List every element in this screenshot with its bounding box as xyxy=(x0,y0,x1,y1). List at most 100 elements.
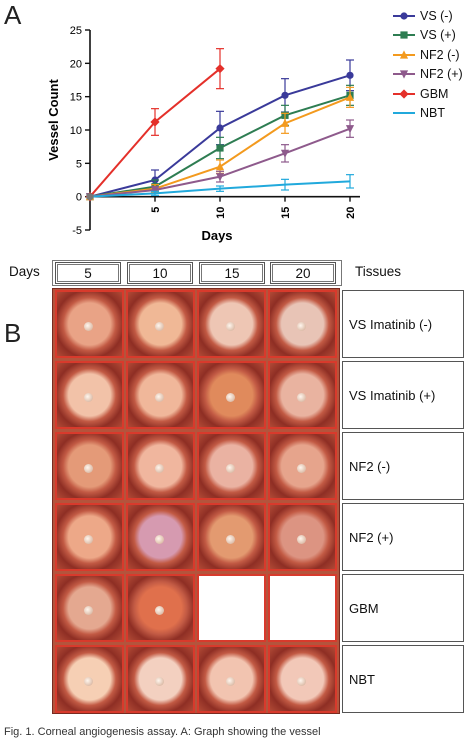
legend-swatch xyxy=(393,50,415,59)
y-tick-label: 25 xyxy=(70,25,82,37)
pellet-dot xyxy=(84,464,93,473)
cornea-photo xyxy=(126,503,195,571)
cornea-photo xyxy=(126,290,195,358)
cornea-photo xyxy=(197,290,266,358)
pellet-dot xyxy=(155,535,164,544)
legend-marker xyxy=(399,50,409,59)
chart-legend: VS (-) VS (+) NF2 (-) NF2 (+) GBM NBT xyxy=(392,6,463,123)
y-tick-label: 0 xyxy=(76,192,82,204)
cornea-photo xyxy=(197,645,266,713)
y-tick-label: 20 xyxy=(70,58,82,70)
cornea-photo xyxy=(55,645,124,713)
series-nbt xyxy=(89,174,354,198)
cornea-photo xyxy=(55,361,124,429)
y-tick-label: 15 xyxy=(70,92,82,104)
legend-marker xyxy=(399,89,409,99)
data-point xyxy=(346,71,354,79)
y-tick-label: -5 xyxy=(72,225,82,237)
figure-caption: Fig. 1. Corneal angiogenesis assay. A: G… xyxy=(4,726,321,738)
legend-swatch xyxy=(393,112,415,115)
series-nf2 xyxy=(85,119,355,202)
pellet-dot xyxy=(297,393,306,402)
cornea-photo-grid xyxy=(52,288,340,714)
pellet-dot xyxy=(155,606,164,615)
panel-a-label: A xyxy=(4,0,22,30)
legend-label: VS (-) xyxy=(420,8,453,23)
data-point xyxy=(280,149,290,158)
cornea-photo xyxy=(268,290,337,358)
legend-label: GBM xyxy=(420,86,449,101)
y-tick-label: 5 xyxy=(76,158,82,170)
pellet-dot xyxy=(226,464,235,473)
cornea-photo xyxy=(55,432,124,500)
day-header-5: 5 xyxy=(55,262,121,284)
panel-b-label: B xyxy=(4,318,22,348)
pellet-dot xyxy=(226,677,235,686)
pellet-dot xyxy=(226,322,235,331)
data-point xyxy=(216,124,224,132)
vessel-count-line-chart: -5 0 5 10 15 20 25 5 10 15 20 Vessel Count Days xyxy=(46,25,360,243)
tissues-header-label: Tissues xyxy=(355,264,402,279)
pellet-dot xyxy=(84,606,93,615)
pellet-dot xyxy=(155,322,164,331)
empty-photo-cell xyxy=(197,574,266,642)
cornea-photo xyxy=(55,574,124,642)
legend-swatch xyxy=(393,70,415,79)
legend-entry: VS (+) xyxy=(392,26,463,46)
data-point xyxy=(345,92,355,101)
legend-entry: GBM xyxy=(392,84,463,104)
data-point xyxy=(215,64,225,74)
cornea-photo xyxy=(197,503,266,571)
pellet-dot xyxy=(155,677,164,686)
cornea-photo xyxy=(268,645,337,713)
legend-label: VS (+) xyxy=(420,28,456,43)
data-point xyxy=(150,117,160,127)
legend-marker xyxy=(399,70,409,79)
legend-swatch xyxy=(393,89,415,99)
tissue-label-nbt: NBT xyxy=(342,645,464,713)
day-header-10: 10 xyxy=(127,262,193,284)
cornea-photo xyxy=(126,574,195,642)
y-axis-title: Vessel Count xyxy=(46,79,61,161)
tissue-label-gbm: GBM xyxy=(342,574,464,642)
day-header-20: 20 xyxy=(270,262,336,284)
cornea-photo xyxy=(126,432,195,500)
y-tick-label: 10 xyxy=(70,125,82,137)
legend-entry: VS (-) xyxy=(392,6,463,26)
origin-point xyxy=(86,193,94,201)
days-header-label: Days xyxy=(9,264,40,279)
data-point xyxy=(281,91,289,99)
cornea-photo xyxy=(126,645,195,713)
pellet-dot xyxy=(297,535,306,544)
pellet-dot xyxy=(155,393,164,402)
x-tick-label: 15 xyxy=(280,207,292,219)
cornea-photo xyxy=(55,503,124,571)
legend-label: NF2 (+) xyxy=(420,67,463,82)
days-header-bracket xyxy=(52,260,342,286)
day-header-15: 15 xyxy=(199,262,265,284)
pellet-dot xyxy=(297,677,306,686)
legend-label: NBT xyxy=(420,106,445,121)
tissue-label-vs-imatinib-plus: VS Imatinib (+) xyxy=(342,361,464,429)
cornea-photo xyxy=(197,361,266,429)
data-point xyxy=(345,125,355,134)
tissue-label-vs-imatinib-minus: VS Imatinib (-) xyxy=(342,290,464,358)
cornea-photo xyxy=(268,503,337,571)
legend-entry: NBT xyxy=(392,104,463,124)
pellet-dot xyxy=(84,677,93,686)
x-axis-title: Days xyxy=(201,228,232,243)
data-point xyxy=(215,162,225,171)
x-tick-label: 20 xyxy=(345,207,357,219)
tissue-label-nf2-minus: NF2 (-) xyxy=(342,432,464,500)
data-point xyxy=(216,144,224,152)
legend-entry: NF2 (-) xyxy=(392,45,463,65)
legend-entry: NF2 (+) xyxy=(392,65,463,85)
pellet-dot xyxy=(226,535,235,544)
cornea-photo xyxy=(197,432,266,500)
pellet-dot xyxy=(297,464,306,473)
legend-label: NF2 (-) xyxy=(420,47,460,62)
legend-swatch xyxy=(393,31,415,39)
pellet-dot xyxy=(155,464,164,473)
x-tick-label: 10 xyxy=(215,207,227,219)
cornea-photo xyxy=(268,361,337,429)
